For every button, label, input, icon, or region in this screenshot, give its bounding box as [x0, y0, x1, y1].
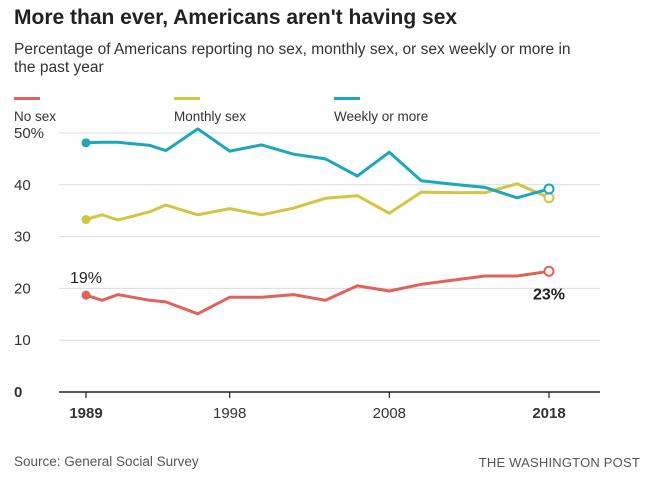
legend-label-monthly-sex: Monthly sex	[174, 109, 247, 124]
series-line-no-sex	[84, 269, 551, 316]
y-tick-label-50: 50%	[14, 125, 44, 142]
y-tick-label-40: 40	[14, 177, 31, 194]
publisher-credit: THE WASHINGTON POST	[478, 455, 640, 470]
series-end-point-monthly-sex	[543, 192, 555, 204]
legend-swatch-no-sex	[14, 97, 40, 100]
series-line-weekly-or-more	[84, 127, 551, 200]
legend-label-weekly-or-more: Weekly or more	[334, 109, 429, 124]
source-note: Source: General Social Survey	[14, 454, 199, 469]
legend-swatch-weekly-or-more	[334, 97, 360, 100]
data-label-23: 23%	[533, 286, 565, 303]
data-label-19: 19%	[70, 270, 102, 287]
series-end-point-no-sex	[543, 265, 555, 277]
y-tick-label-0: 0	[14, 384, 22, 401]
y-tick-label-10: 10	[14, 332, 31, 349]
legend-label-no-sex: No sex	[14, 109, 57, 124]
legend-swatch-monthly-sex	[174, 97, 200, 100]
x-tick-label-1989: 1989	[69, 405, 102, 422]
series-start-point-weekly-or-more	[81, 138, 91, 148]
y-tick-label-20: 20	[14, 280, 31, 297]
x-tick-label-2018: 2018	[532, 405, 565, 422]
chart-subtitle: Percentage of Americans reporting no sex…	[14, 41, 571, 76]
y-tick-label-30: 30	[14, 229, 31, 246]
series-start-point-no-sex	[81, 290, 91, 300]
series-start-point-monthly-sex	[81, 215, 91, 225]
series-end-point-weekly-or-more	[543, 183, 555, 195]
chart-title: More than ever, Americans aren't having …	[14, 6, 458, 29]
x-tick-label-1998: 1998	[213, 405, 246, 422]
x-tick-label-2008: 2008	[373, 405, 406, 422]
series-line-monthly-sex	[84, 182, 551, 222]
